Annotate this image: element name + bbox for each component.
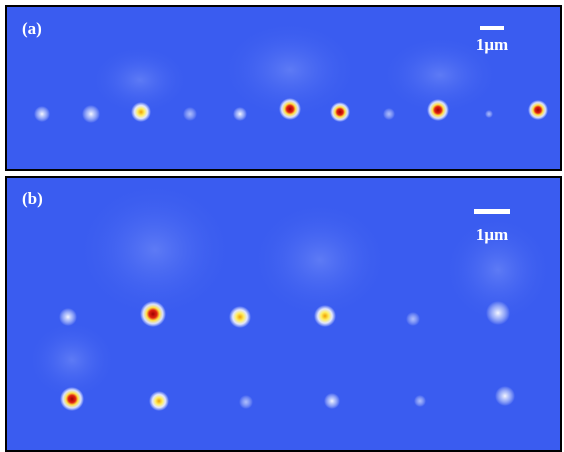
spot: [383, 108, 395, 120]
spot: [183, 107, 197, 121]
scale-bar: [474, 209, 510, 214]
scale-bar: [480, 26, 504, 30]
spot: [233, 107, 247, 121]
spot: [330, 102, 350, 122]
panel-label: (b): [22, 189, 43, 208]
spot: [140, 301, 166, 327]
spot: [486, 301, 510, 325]
spot: [239, 395, 253, 409]
spot: [229, 306, 251, 328]
spot: [528, 100, 548, 120]
spot: [314, 305, 336, 327]
spot: [149, 391, 169, 411]
spot: [414, 395, 426, 407]
panel-b: (b) 1μm: [6, 177, 561, 451]
spot: [60, 387, 84, 411]
scale-bar-label: 1μm: [476, 35, 508, 54]
spot: [279, 98, 301, 120]
spot: [495, 386, 515, 406]
panel-a: (a) 1μm: [6, 6, 561, 170]
spot: [34, 106, 50, 122]
spot: [485, 110, 493, 118]
spot: [406, 312, 420, 326]
halo: [75, 180, 235, 320]
panel-label: (a): [22, 19, 42, 38]
spot: [82, 105, 100, 123]
spot: [324, 393, 340, 409]
figure: (a) 1μm (b) 1μm: [0, 0, 564, 452]
spot: [131, 102, 151, 122]
page: (a) 1μm (b) 1μm (() => { const data = JS…: [0, 0, 564, 452]
halo: [250, 200, 390, 320]
spot: [427, 99, 449, 121]
spot: [59, 308, 77, 326]
scale-bar-label: 1μm: [476, 225, 508, 244]
